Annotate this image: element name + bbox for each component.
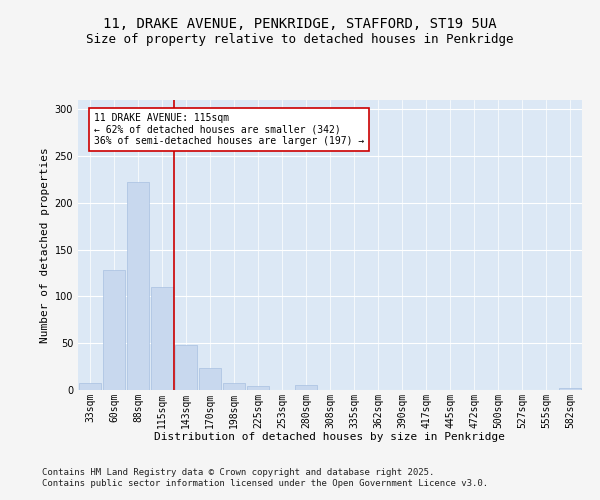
Bar: [223, 382, 245, 390]
Text: 11 DRAKE AVENUE: 115sqm
← 62% of detached houses are smaller (342)
36% of semi-d: 11 DRAKE AVENUE: 115sqm ← 62% of detache…: [94, 113, 364, 146]
Bar: [199, 368, 221, 390]
X-axis label: Distribution of detached houses by size in Penkridge: Distribution of detached houses by size …: [155, 432, 505, 442]
Text: Contains HM Land Registry data © Crown copyright and database right 2025.
Contai: Contains HM Land Registry data © Crown c…: [42, 468, 488, 487]
Bar: [127, 182, 149, 390]
Text: Size of property relative to detached houses in Penkridge: Size of property relative to detached ho…: [86, 32, 514, 46]
Bar: [295, 386, 317, 390]
Y-axis label: Number of detached properties: Number of detached properties: [40, 147, 50, 343]
Text: 11, DRAKE AVENUE, PENKRIDGE, STAFFORD, ST19 5UA: 11, DRAKE AVENUE, PENKRIDGE, STAFFORD, S…: [103, 18, 497, 32]
Bar: [247, 386, 269, 390]
Bar: [151, 287, 173, 390]
Bar: [79, 384, 101, 390]
Bar: [175, 345, 197, 390]
Bar: [559, 388, 581, 390]
Bar: [103, 270, 125, 390]
